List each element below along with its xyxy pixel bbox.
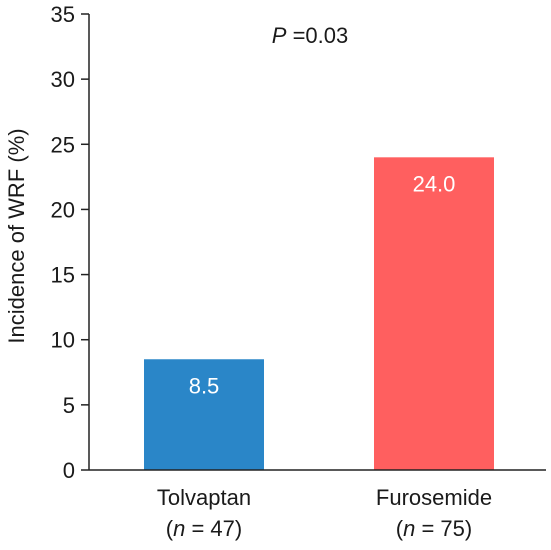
y-tick-label: 0 (63, 458, 75, 483)
bars: 8.5 24.0 (144, 157, 494, 471)
p-value-text: =0.03 (286, 23, 348, 48)
category-label: Tolvaptan (157, 485, 251, 510)
x-axis: Tolvaptan(n = 47)Furosemide(n = 75) (89, 469, 546, 541)
y-tick-label: 35 (51, 2, 75, 27)
y-axis-title: Incidence of WRF (%) (4, 128, 29, 343)
category-sample-size: (n = 75) (396, 516, 472, 541)
data-label: 8.5 (189, 373, 220, 398)
bar (374, 157, 494, 471)
y-tick-label: 30 (51, 67, 75, 92)
sample-size-symbol: n (173, 516, 185, 541)
sample-size-value: = 75) (415, 516, 472, 541)
bar (144, 359, 264, 470)
y-tick-label: 15 (51, 263, 75, 288)
p-value-annotation: P =0.03 (272, 23, 348, 48)
y-tick-label: 20 (51, 197, 75, 222)
sample-size-value: = 47) (185, 516, 242, 541)
category-sample-size: (n = 47) (166, 516, 242, 541)
y-tick-label: 25 (51, 132, 75, 157)
sample-size-open: ( (396, 516, 404, 541)
y-tick-label: 5 (63, 393, 75, 418)
sample-size-symbol: n (403, 516, 415, 541)
y-tick-label: 10 (51, 328, 75, 353)
data-label: 24.0 (413, 171, 456, 196)
category-label: Furosemide (376, 485, 492, 510)
p-value-symbol: P (272, 23, 287, 48)
sample-size-open: ( (166, 516, 174, 541)
y-axis: 0 5 10 15 20 25 30 35 (51, 2, 90, 483)
